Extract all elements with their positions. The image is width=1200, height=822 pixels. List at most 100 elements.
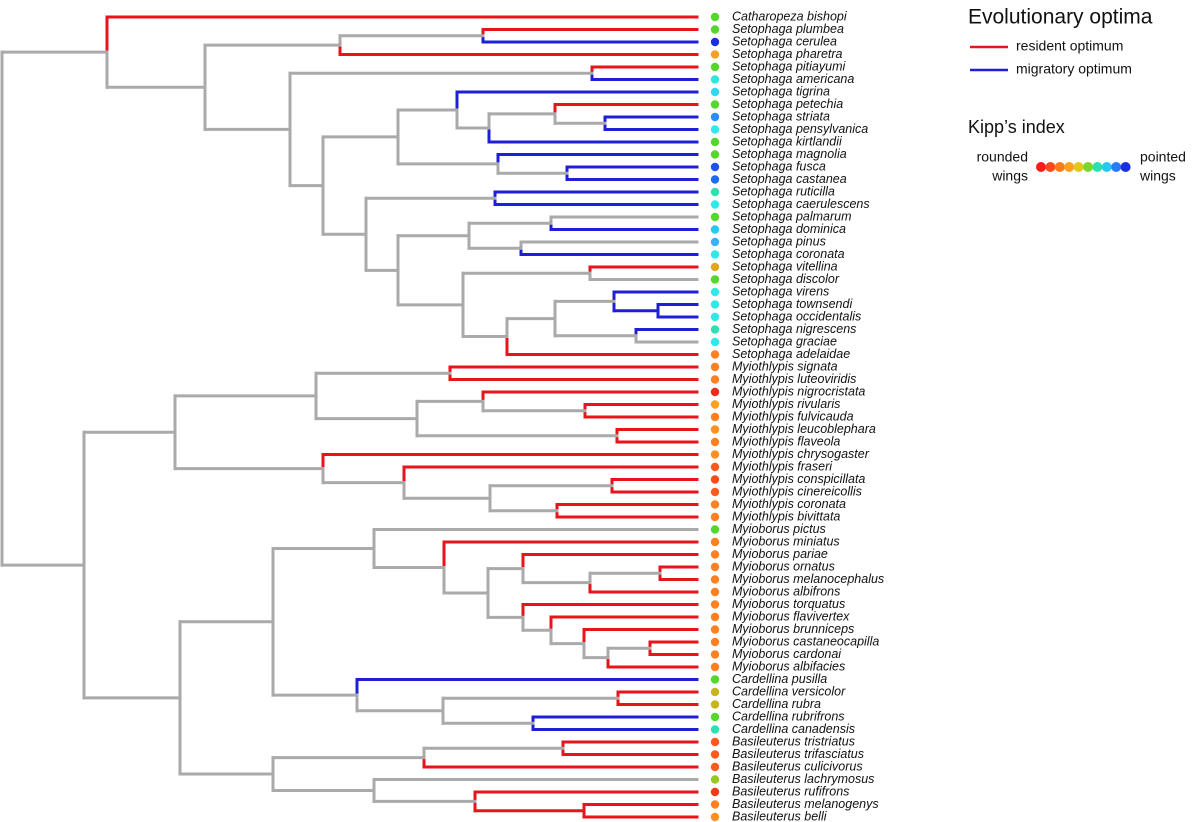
- tip-dot: [710, 687, 720, 697]
- tip-dot: [710, 375, 720, 384]
- scale-dot: [1064, 162, 1075, 172]
- tip-dot: [710, 262, 720, 272]
- tip-dot: [710, 75, 720, 84]
- tip-label: Myioborus cardonai: [732, 647, 842, 661]
- tip-label: Setophaga virens: [732, 284, 829, 298]
- tip-dot: [710, 775, 720, 784]
- tip-dot: [710, 762, 720, 772]
- scale-dot: [1045, 162, 1056, 172]
- tip-label: Basileuterus tristriatus: [732, 734, 855, 748]
- tip-label: Myiothlypis nigrocristata: [732, 384, 865, 398]
- tip-dot: [710, 737, 720, 747]
- kipp-left: wings: [991, 168, 1028, 184]
- scale-dot: [1120, 162, 1131, 172]
- tip-label: Basileuterus lachrymosus: [732, 772, 874, 786]
- tip-dot: [710, 150, 720, 159]
- kipp-right: pointed: [1140, 149, 1186, 165]
- tip-label: Myioborus melanocephalus: [732, 572, 884, 586]
- tip-label: Myioborus flavivertex: [732, 609, 850, 623]
- tip-label: Cardellina rubra: [732, 697, 821, 711]
- tip-dot: [710, 25, 720, 34]
- tip-dot: [710, 187, 720, 197]
- tip-label: Myiothlypis fulvicauda: [732, 409, 854, 423]
- tip-dot: [710, 662, 720, 672]
- tip-dot: [710, 450, 720, 459]
- tip-label: Basileuterus belli: [732, 809, 828, 822]
- tip-dot: [710, 512, 720, 522]
- kipp-title: Kipp’s index: [968, 117, 1065, 137]
- tip-label: Cardellina versicolor: [732, 684, 846, 698]
- tip-label: Setophaga palmarum: [732, 209, 852, 223]
- kipp-right: wings: [1139, 168, 1176, 184]
- tip-dot: [710, 637, 720, 647]
- tip-label: Cardellina canadensis: [732, 722, 855, 736]
- tip-dot: [710, 37, 720, 47]
- tip-dot: [710, 550, 720, 559]
- tip-dot: [710, 475, 720, 484]
- tip-dot: [710, 325, 720, 334]
- tip-label: Setophaga kirtlandii: [732, 134, 843, 148]
- tip-label: Setophaga adelaidae: [732, 347, 850, 361]
- tip-label: Setophaga nigrescens: [732, 322, 856, 336]
- tip-dot: [710, 700, 720, 709]
- tip-label: Cardellina pusilla: [732, 672, 827, 686]
- tip-label: Basileuterus rufifrons: [732, 784, 849, 798]
- tip-dot: [710, 725, 720, 734]
- tip-label: Setophaga cerulea: [732, 34, 837, 48]
- tip-dot: [710, 250, 720, 259]
- tip-dot: [710, 537, 720, 547]
- tip-dot: [710, 125, 720, 134]
- legend-label: resident optimum: [1016, 38, 1123, 54]
- legend-title: Evolutionary optima: [968, 6, 1153, 29]
- tip-dot: [710, 162, 720, 172]
- tip-dot: [710, 275, 720, 284]
- tip-dot: [710, 287, 720, 297]
- tip-label: Myiothlypis bivittata: [732, 509, 840, 523]
- tip-label: Basileuterus culicivorus: [732, 759, 863, 773]
- tip-dot: [710, 62, 720, 72]
- tip-label: Cardellina rubrifrons: [732, 709, 845, 723]
- tip-label: Setophaga pinus: [732, 234, 826, 248]
- tip-dot: [710, 625, 720, 634]
- tip-dot: [710, 562, 720, 572]
- tip-label: Myiothlypis leucoblephara: [732, 422, 876, 436]
- tip-dot: [710, 600, 720, 609]
- tip-dot: [710, 437, 720, 447]
- tip-label: Setophaga magnolia: [732, 147, 847, 161]
- tip-label: Setophaga discolor: [732, 272, 840, 286]
- tip-label: Myiothlypis cinereicollis: [732, 484, 862, 498]
- tip-label: Setophaga ruticilla: [732, 184, 835, 198]
- scale-dot: [1101, 162, 1112, 172]
- tip-label: Setophaga pensylvanica: [732, 122, 868, 136]
- tip-label: Basileuterus melanogenys: [732, 797, 879, 811]
- tip-label: Setophaga caerulescens: [732, 197, 870, 211]
- legend-label: migratory optimum: [1016, 61, 1132, 77]
- tip-label: Setophaga pharetra: [732, 47, 843, 61]
- tip-dot: [710, 100, 720, 109]
- tip-label: Setophaga pitiayumi: [732, 59, 846, 73]
- scale-dot: [1083, 162, 1093, 172]
- tip-label: Setophaga petechia: [732, 97, 843, 111]
- tip-label: Setophaga americana: [732, 72, 854, 86]
- tip-dot: [710, 50, 720, 59]
- tip-label: Setophaga plumbea: [732, 22, 844, 36]
- kipp-left: rounded: [977, 149, 1028, 165]
- tip-dot: [710, 225, 720, 234]
- tip-label: Myiothlypis rivularis: [732, 397, 840, 411]
- tip-label: Setophaga castanea: [732, 172, 847, 186]
- tip-dot: [710, 675, 720, 684]
- tip-dot: [710, 487, 720, 497]
- kipp-scale: [1036, 162, 1131, 172]
- tip-label: Setophaga tigrina: [732, 84, 830, 98]
- tip-label: Myiothlypis coronata: [732, 497, 846, 511]
- tree: [0, 15, 699, 819]
- tip-dot: [710, 812, 720, 822]
- tip-dot: [710, 750, 720, 759]
- tip-label: Myioborus brunniceps: [732, 622, 854, 636]
- tip-dot: [710, 337, 720, 347]
- tip-label: Setophaga townsendi: [732, 297, 853, 311]
- tip-dot: [710, 87, 720, 97]
- tip-label: Myioborus castaneocapilla: [732, 634, 879, 648]
- tip-label: Myioborus miniatus: [732, 534, 840, 548]
